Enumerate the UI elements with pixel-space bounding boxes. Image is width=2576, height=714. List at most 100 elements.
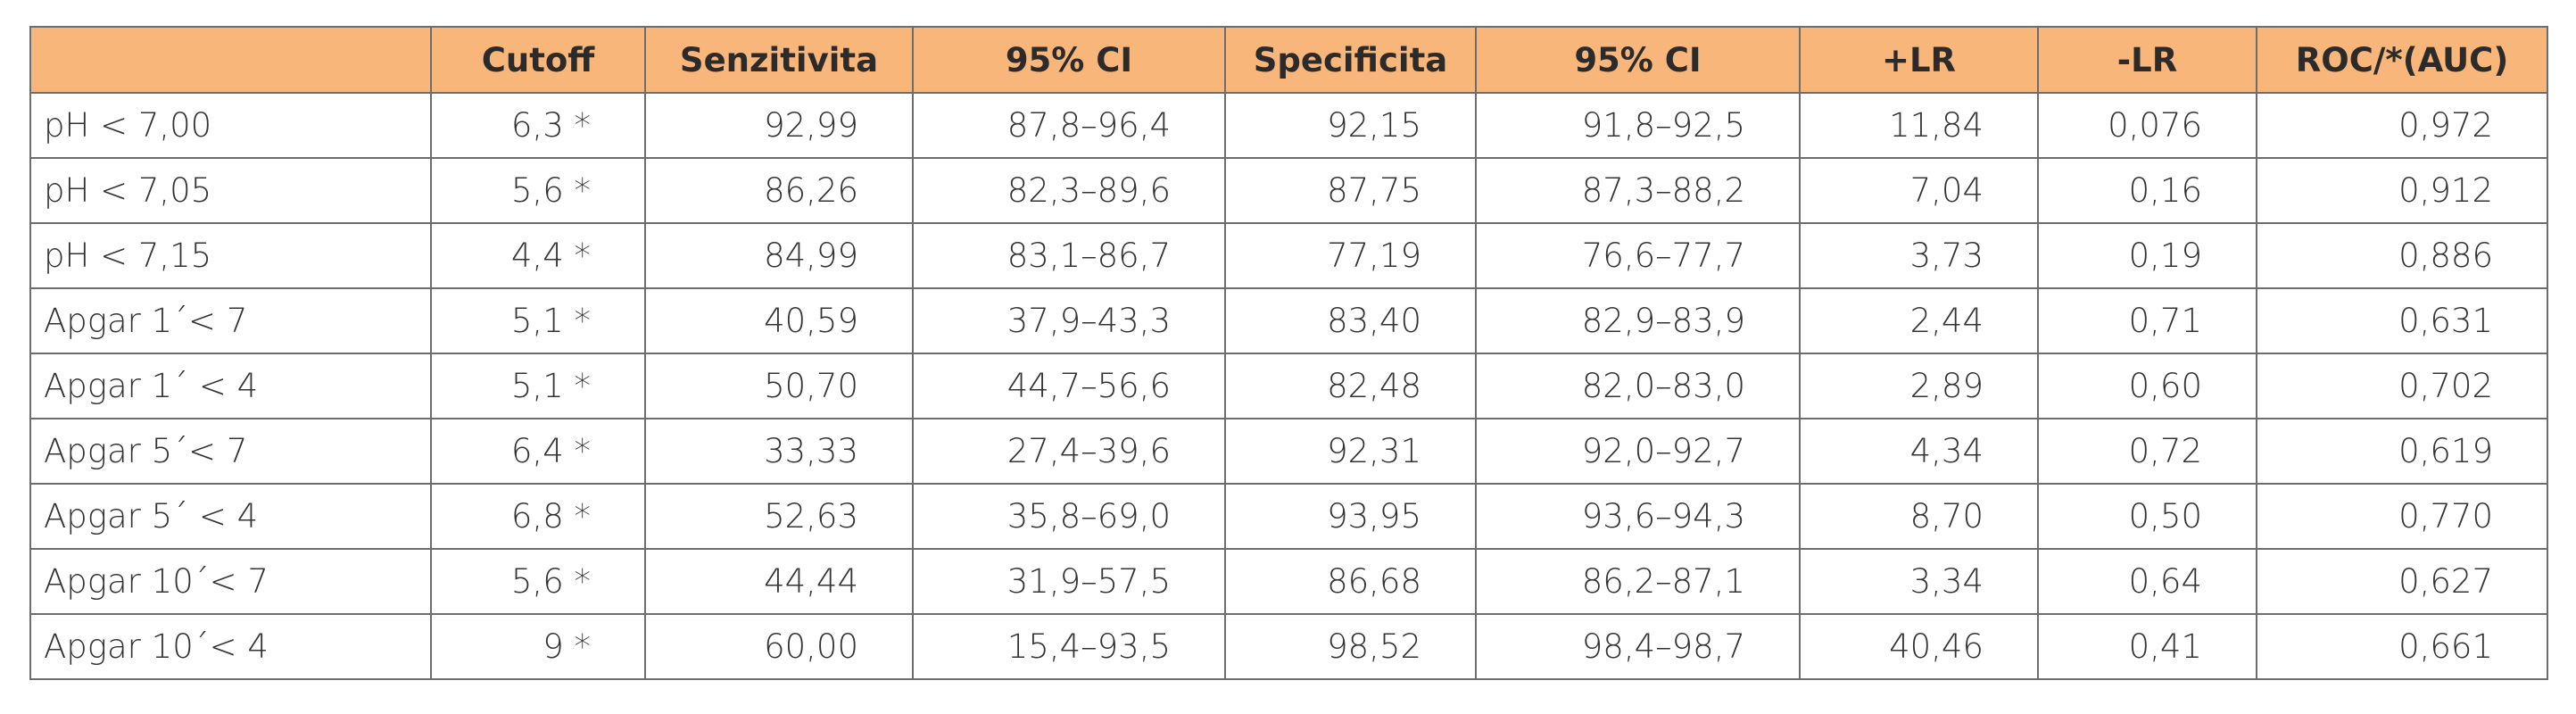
table-cell: 3,73 [1799, 222, 2039, 289]
table-cell: 7,04 [1799, 157, 2039, 224]
table-cell: 92,0–92,7 [1475, 418, 1801, 485]
header-cell: -LR [2037, 26, 2257, 94]
table-cell: 6,8 * [430, 483, 646, 550]
table-cell: 82,48 [1224, 353, 1477, 419]
table-cell: 82,0–83,0 [1475, 353, 1801, 419]
table-cell: 82,3–89,6 [912, 157, 1226, 224]
header-cell: Cutoff [430, 26, 646, 94]
table-cell: 0,661 [2256, 613, 2548, 680]
table-cell: 0,19 [2037, 222, 2257, 289]
table-cell: 0,64 [2037, 548, 2257, 615]
table-cell: 83,1–86,7 [912, 222, 1226, 289]
table-row: Apgar 1´< 7 5,1 * 40,59 37,9–43,3 83,40 82,9–… [29, 287, 2548, 354]
table-cell: 0,60 [2037, 353, 2257, 419]
table-cell: 86,2–87,1 [1475, 548, 1801, 615]
table-cell: 33,33 [644, 418, 914, 485]
header-cell: Senzitivita [644, 26, 914, 94]
table-cell: 0,16 [2037, 157, 2257, 224]
table-cell: 0,631 [2256, 287, 2548, 354]
table-cell: 92,31 [1224, 418, 1477, 485]
table-cell: 35,8–69,0 [912, 483, 1226, 550]
table-cell: 60,00 [644, 613, 914, 680]
table-cell: 84,99 [644, 222, 914, 289]
table-row: Apgar 5´ < 4 6,8 * 52,63 35,8–69,0 93,95 93,6… [29, 483, 2548, 550]
table-cell: 98,4–98,7 [1475, 613, 1801, 680]
table-cell: 5,1 * [430, 287, 646, 354]
table-row: pH < 7,05 5,6 * 86,26 82,3–89,6 87,75 87,3–88… [29, 157, 2548, 224]
header-cell: 95% CI [1475, 26, 1801, 94]
table-cell: 86,68 [1224, 548, 1477, 615]
table-cell: 2,89 [1799, 353, 2039, 419]
table-cell: 0,619 [2256, 418, 2548, 485]
table-row: Apgar 10´< 7 5,6 * 44,44 31,9–57,5 86,68 86,2… [29, 548, 2548, 615]
table-cell: 5,6 * [430, 157, 646, 224]
table-cell: 92,99 [644, 92, 914, 159]
table-cell: 0,076 [2037, 92, 2257, 159]
table-cell: 4,4 * [430, 222, 646, 289]
table-row: pH < 7,00 6,3 * 92,99 87,8–96,4 92,15 91,8–92… [29, 92, 2548, 159]
row-label: pH < 7,15 [29, 222, 432, 289]
table-cell: 91,8–92,5 [1475, 92, 1801, 159]
table-cell: 0,912 [2256, 157, 2548, 224]
table-cell: 4,34 [1799, 418, 2039, 485]
table-cell: 76,6–77,7 [1475, 222, 1801, 289]
table-cell: 93,6–94,3 [1475, 483, 1801, 550]
table-cell: 40,46 [1799, 613, 2039, 680]
table-row: Apgar 5´< 7 6,4 * 33,33 27,4–39,6 92,31 92,0–… [29, 418, 2548, 485]
row-label: pH < 7,05 [29, 157, 432, 224]
table-cell: 40,59 [644, 287, 914, 354]
table-cell: 87,3–88,2 [1475, 157, 1801, 224]
header-cell: Specificita [1224, 26, 1477, 94]
row-label: Apgar 1´ < 4 [29, 353, 432, 419]
table-cell: 3,34 [1799, 548, 2039, 615]
table-cell: 92,15 [1224, 92, 1477, 159]
table-cell: 31,9–57,5 [912, 548, 1226, 615]
table-cell: 98,52 [1224, 613, 1477, 680]
table-cell: 44,7–56,6 [912, 353, 1226, 419]
header-cell: 95% CI [912, 26, 1226, 94]
row-label: Apgar 10´< 4 [29, 613, 432, 680]
table-cell: 0,627 [2256, 548, 2548, 615]
table-cell: 6,4 * [430, 418, 646, 485]
table-cell: 5,1 * [430, 353, 646, 419]
table-cell: 0,72 [2037, 418, 2257, 485]
table-cell: 82,9–83,9 [1475, 287, 1801, 354]
table-cell: 37,9–43,3 [912, 287, 1226, 354]
table-cell: 77,19 [1224, 222, 1477, 289]
row-label: pH < 7,00 [29, 92, 432, 159]
table-cell: 0,702 [2256, 353, 2548, 419]
table-cell: 50,70 [644, 353, 914, 419]
table-body: pH < 7,00 6,3 * 92,99 87,8–96,4 92,15 91,8–92… [29, 92, 2548, 680]
row-label: Apgar 5´< 7 [29, 418, 432, 485]
data-table: Cutoff Senzitivita 95% CI Specificita 95% CI… [29, 26, 2548, 680]
table-cell: 44,44 [644, 548, 914, 615]
table-cell: 0,50 [2037, 483, 2257, 550]
table-cell: 0,886 [2256, 222, 2548, 289]
table-cell: 93,95 [1224, 483, 1477, 550]
table-cell: 0,770 [2256, 483, 2548, 550]
row-label: Apgar 5´ < 4 [29, 483, 432, 550]
table-cell: 86,26 [644, 157, 914, 224]
row-label: Apgar 10´< 7 [29, 548, 432, 615]
header-cell: ROC/*(AUC) [2256, 26, 2548, 94]
table-cell: 0,41 [2037, 613, 2257, 680]
table-row: Apgar 1´ < 4 5,1 * 50,70 44,7–56,6 82,48 82,0… [29, 353, 2548, 419]
table-cell: 11,84 [1799, 92, 2039, 159]
table-cell: 9 * [430, 613, 646, 680]
table-cell: 52,63 [644, 483, 914, 550]
table-cell: 87,8–96,4 [912, 92, 1226, 159]
row-label: Apgar 1´< 7 [29, 287, 432, 354]
table-cell: 0,972 [2256, 92, 2548, 159]
table-header: Cutoff Senzitivita 95% CI Specificita 95% CI… [29, 26, 2548, 94]
table-cell: 87,75 [1224, 157, 1477, 224]
table-cell: 5,6 * [430, 548, 646, 615]
table-cell: 27,4–39,6 [912, 418, 1226, 485]
table-cell: 15,4–93,5 [912, 613, 1226, 680]
table-row: pH < 7,15 4,4 * 84,99 83,1–86,7 77,19 76,6–77… [29, 222, 2548, 289]
table-cell: 8,70 [1799, 483, 2039, 550]
header-row: Cutoff Senzitivita 95% CI Specificita 95% CI… [29, 26, 2548, 94]
table-cell: 2,44 [1799, 287, 2039, 354]
table-cell: 6,3 * [430, 92, 646, 159]
